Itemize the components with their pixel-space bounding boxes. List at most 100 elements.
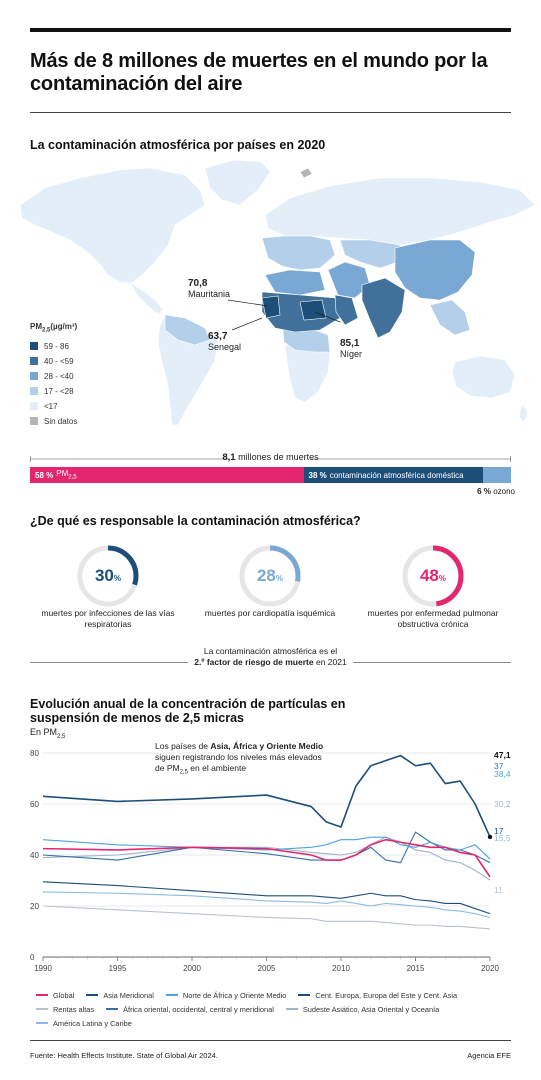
eurasia-north-shape <box>264 177 536 246</box>
donut-caption: muertes por infecciones de las vías resp… <box>41 608 175 629</box>
chart-legend-label: Rentas altas <box>53 1004 95 1014</box>
page-title: Más de 8 millones de muertes en el mundo… <box>30 50 488 95</box>
north-america-shape <box>19 167 206 284</box>
legend-swatch <box>30 417 38 426</box>
chart-legend-item: América Latina y Caribe <box>36 1016 132 1030</box>
chart-legend-swatch <box>285 1008 298 1010</box>
chart-legend-swatch <box>36 994 48 996</box>
legend-label: Sin datos <box>44 416 78 426</box>
y-tick-label: 60 <box>30 800 39 809</box>
annotation-post: siguen registrando los niveles más eleva… <box>155 752 322 776</box>
chart-legend-swatch <box>165 994 178 996</box>
legend-label: 40 - <59 <box>44 356 74 366</box>
legend-swatch <box>30 372 38 381</box>
donut-arc <box>239 545 301 607</box>
map-land-mid <box>164 235 471 353</box>
chart-legend-label: Cent. Europa, Europa del Este y Cent. As… <box>315 990 458 1000</box>
donut-value: 28% <box>256 566 284 585</box>
chart-legend-item: Sudeste Asiático, Asia Oriental y Oceaní… <box>285 1002 440 1016</box>
series-end-label: 37 <box>494 761 504 771</box>
chart-legend-label: África oriental, occidental, central y m… <box>123 1004 274 1014</box>
chart-legend-label: Global <box>53 990 75 1000</box>
bar-segment-household: 38 % contaminación atmosférica doméstica <box>303 467 483 483</box>
legend-item: 17 - <28 <box>30 384 77 399</box>
north-africa-shape <box>264 269 326 296</box>
callout-mauritania: 70,8 Mauritania <box>188 278 230 300</box>
donut-arc <box>77 545 139 607</box>
new-zealand-shape <box>518 404 529 423</box>
segment-pct: 58 % <box>35 470 54 480</box>
bar-segment-pm25: 58 % PM2,5 <box>30 467 304 483</box>
china-shape <box>394 239 476 301</box>
series-end-label: 11 <box>494 885 503 895</box>
bar-segment-ozone <box>482 467 511 483</box>
donut-value: 30% <box>94 566 122 585</box>
map-title: La contaminación atmosférica por países … <box>30 138 326 152</box>
chart-legend-label: Norte de África y Oriente Medio <box>182 990 287 1000</box>
segment-pct: 6 % <box>477 487 491 496</box>
title-divider <box>30 112 511 113</box>
series-end-label: 47,1 <box>494 750 511 760</box>
greenland-shape <box>204 159 271 206</box>
chart-legend-item: Norte de África y Oriente Medio <box>165 988 287 1002</box>
donut-caption: muertes por cardiopatía isquémica <box>204 608 336 618</box>
callout-senegal: 63,7 Senegal <box>208 331 241 353</box>
svalbard-shape <box>299 167 313 179</box>
chart-legend-label: Asia Meridional <box>103 990 154 1000</box>
chart-legend-swatch <box>298 994 311 996</box>
map-land-nodata <box>299 167 313 179</box>
legend-swatch <box>30 357 38 366</box>
series-line-5 <box>42 831 491 864</box>
niger-leader <box>314 311 341 323</box>
callout-niger: 85,1 Níger <box>340 338 362 360</box>
series-line-0 <box>42 838 491 878</box>
y-tick-label: 40 <box>30 851 39 860</box>
y-tick-label: 20 <box>30 902 39 911</box>
segment-label: ozono <box>493 487 515 496</box>
series-end-label: 30,2 <box>494 799 511 809</box>
annotation-pre: Los países de <box>155 741 208 751</box>
deaths-bracket <box>30 456 511 462</box>
donut-chart: 30% <box>72 540 144 612</box>
x-tick-label: 2010 <box>332 964 350 973</box>
chart-legend-swatch <box>86 994 99 996</box>
pm25-line-chart: 020406080199019952000200520102015202031,… <box>30 749 511 973</box>
central-america-shape <box>129 282 164 315</box>
map-legend: PM2,5(µg/m³) 59 - 86 40 - <59 28 - <40 17 -… <box>30 322 77 429</box>
source-note: Fuente: Health Effects Institute. State … <box>30 1051 218 1060</box>
legend-item: 40 - <59 <box>30 354 77 369</box>
series-end-label: 38,4 <box>494 769 511 779</box>
donut-value: 48% <box>419 566 447 585</box>
x-tick-label: 1995 <box>109 964 127 973</box>
factor-line1: La contaminación atmosférica es el <box>203 646 338 656</box>
x-tick-label: 1990 <box>34 964 52 973</box>
series-line-2 <box>42 836 491 860</box>
evolution-unit: En PM2,5 <box>30 727 66 740</box>
africa-south-shape <box>284 344 331 403</box>
legend-swatch <box>30 342 38 351</box>
segment-label: contaminación atmosférica doméstica <box>329 470 464 480</box>
legend-item: Sin datos <box>30 414 77 429</box>
x-tick-label: 2020 <box>481 964 499 973</box>
legend-label: 59 - 86 <box>44 341 69 351</box>
legend-label: 28 - <40 <box>44 371 74 381</box>
mauritania-leader <box>227 299 269 307</box>
legend-title: PM2,5(µg/m³) <box>30 322 78 334</box>
deaths-total-value: 8,1 <box>222 452 236 463</box>
arabia-shape <box>334 294 359 326</box>
south-asia-shape <box>361 277 406 339</box>
series-line-7 <box>42 891 491 919</box>
top-rule <box>30 28 511 32</box>
chart-legend-item: Cent. Europa, Europa del Este y Cent. As… <box>298 988 457 1002</box>
y-tick-label: 0 <box>30 953 35 962</box>
donut-caption: muertes por enfermedad pulmonar obstruct… <box>367 608 499 629</box>
x-tick-label: 2015 <box>407 964 425 973</box>
donut-arc <box>402 545 464 607</box>
chart-legend: Global Asia Meridional Norte de África y O… <box>36 988 516 1030</box>
asia-meridional-end-dot <box>487 834 493 840</box>
chart-legend-label: Sudeste Asiático, Asia Oriental y Oceaní… <box>302 1004 440 1014</box>
mauritania-shape <box>261 295 281 319</box>
chart-legend-label: América Latina y Caribe <box>53 1018 132 1028</box>
series-end-label: 17 <box>494 826 504 836</box>
donut-chart: 48% <box>397 540 469 612</box>
